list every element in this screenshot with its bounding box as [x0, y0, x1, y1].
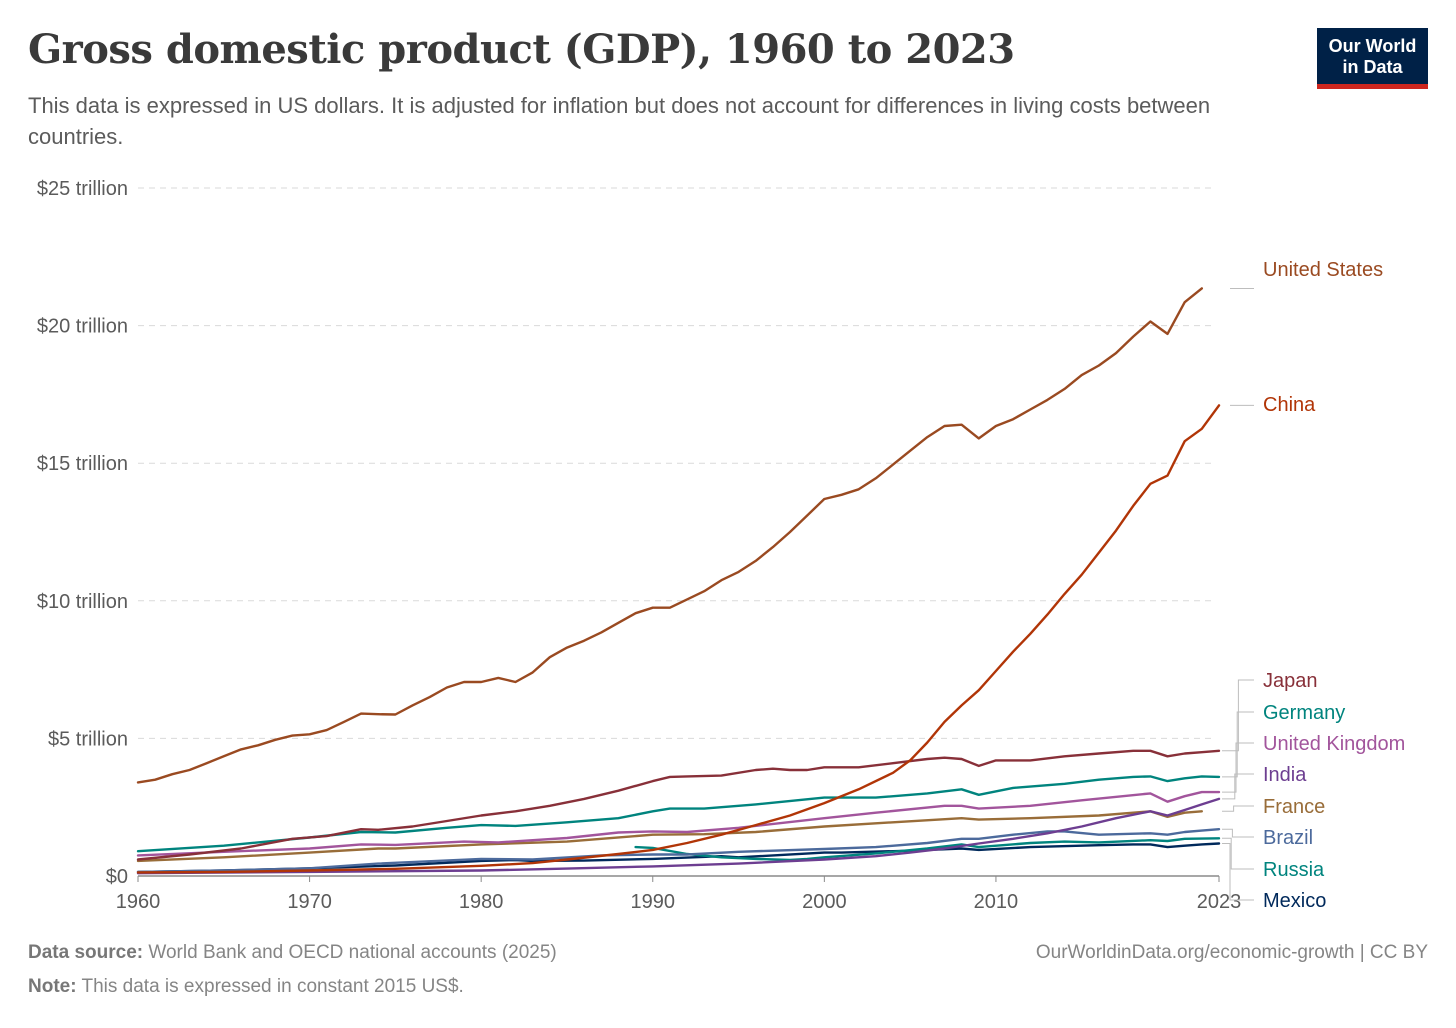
x-tick-label: 2023 — [1197, 891, 1242, 913]
series-label: Brazil — [1263, 827, 1313, 849]
x-tick-label: 1960 — [116, 891, 161, 913]
note-text: This data is expressed in constant 2015 … — [81, 976, 464, 997]
series-label: United Kingdom — [1263, 733, 1405, 755]
y-tick-label: $20 trillion — [37, 316, 128, 338]
source-text[interactable]: World Bank and OECD national accounts (2… — [148, 942, 557, 963]
y-tick-label: $5 trillion — [48, 728, 128, 750]
chart-title: Gross domestic product (GDP), 1960 to 20… — [28, 26, 1015, 73]
series-line-united-kingdom — [136, 790, 1221, 857]
series-label: Russia — [1263, 859, 1325, 881]
x-tick-label: 2000 — [802, 891, 847, 913]
series-label: Japan — [1263, 670, 1318, 692]
y-tick-label: $25 trillion — [37, 178, 128, 200]
series-line-mexico — [136, 842, 1221, 874]
label-connector — [1222, 711, 1254, 778]
series-label: France — [1263, 796, 1325, 818]
x-tick-label: 1970 — [287, 891, 332, 913]
chart-subtitle: This data is expressed in US dollars. It… — [28, 93, 1211, 149]
owid-logo[interactable]: Our World in Data — [1317, 28, 1428, 89]
series-label: Germany — [1263, 702, 1345, 724]
logo-line-2: in Data — [1342, 57, 1403, 77]
series-line-brazil — [136, 828, 1221, 874]
data-source: Data source: World Bank and OECD nationa… — [28, 942, 557, 964]
label-connector — [1222, 742, 1254, 793]
label-connector — [1222, 837, 1254, 870]
chart-note: Note: This data is expressed in constant… — [28, 976, 464, 998]
x-tick-label: 1990 — [631, 891, 676, 913]
series-line-japan — [136, 749, 1221, 861]
y-tick-label: $0 — [106, 866, 128, 888]
series-line-united-states — [136, 287, 1203, 784]
source-label: Data source: — [28, 942, 144, 963]
label-connector — [1222, 805, 1254, 812]
source-url-link[interactable]: OurWorldinData.org/economic-growth | CC … — [1035, 942, 1428, 963]
y-tick-label: $10 trillion — [37, 591, 128, 613]
label-connector — [1222, 773, 1254, 800]
label-connector — [1222, 843, 1254, 901]
series-label: Mexico — [1263, 890, 1326, 912]
note-label: Note: — [28, 976, 77, 997]
series-label: China — [1263, 394, 1316, 416]
label-connector — [1222, 679, 1254, 752]
gdp-line-chart: $0 $5 trillion $10 trillion $15 trillion $20… — [37, 178, 1405, 913]
series-label: United States — [1263, 259, 1383, 281]
logo-line-1: Our World — [1328, 36, 1417, 56]
series-line-china — [136, 404, 1221, 874]
series-label: India — [1263, 764, 1307, 786]
series-line-india — [136, 797, 1221, 875]
y-tick-label: $15 trillion — [37, 453, 128, 475]
series-line-russia — [634, 837, 1221, 862]
series-line-germany — [136, 775, 1221, 853]
x-tick-label: 2010 — [974, 891, 1019, 913]
x-tick-label: 1980 — [459, 891, 504, 913]
label-connector — [1222, 828, 1254, 838]
